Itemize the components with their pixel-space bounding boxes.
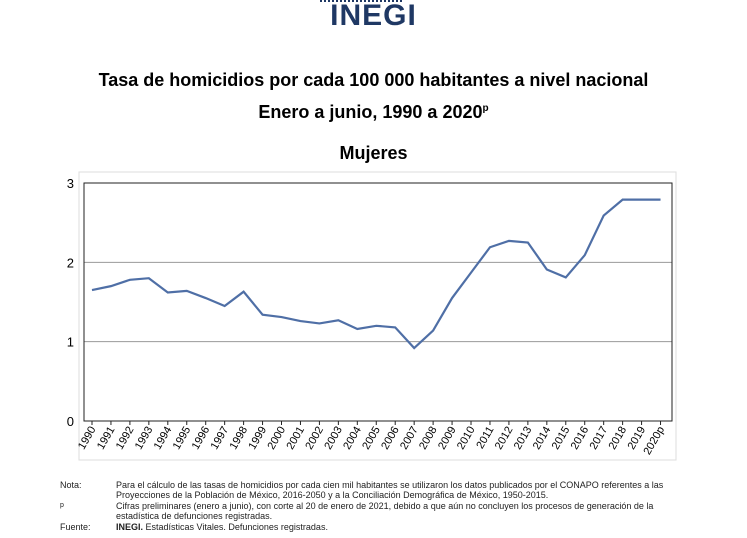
x-tick-label: 2002	[303, 425, 326, 452]
x-tick-label: 2006	[379, 425, 402, 452]
subtitle-superscript: p	[482, 103, 489, 114]
x-tick-label: 2018	[607, 425, 630, 452]
inegi-logo: INEGI	[330, 0, 417, 32]
y-tick-label: 2	[67, 255, 74, 270]
y-tick-label: 3	[67, 176, 74, 191]
x-tick-label: 1991	[95, 425, 118, 452]
x-tick-label: 2012	[493, 425, 516, 452]
series-title: Mujeres	[339, 143, 408, 163]
x-tick-label: 1995	[171, 425, 194, 452]
x-tick-label: 2001	[284, 425, 307, 452]
x-tick-label: 2009	[436, 425, 459, 452]
x-tick-label: 2005	[360, 425, 383, 452]
preliminary-label: p	[60, 502, 64, 509]
subtitle-text: Enero a junio, 1990 a 2020	[258, 102, 483, 122]
x-tick-label: 1998	[228, 425, 251, 452]
source-label: Fuente:	[60, 522, 91, 532]
chart-frame	[78, 171, 677, 461]
x-tick-label: 2004	[341, 425, 364, 452]
y-tick-label: 1	[67, 335, 74, 350]
chart-title: Tasa de homicidios por cada 100 000 habi…	[98, 70, 649, 90]
plot-area	[83, 182, 673, 422]
note-text: Para el cálculo de las tasas de homicidi…	[116, 480, 664, 500]
x-tick-label: 2000	[265, 425, 288, 452]
x-tick-label: 2003	[322, 425, 345, 452]
logo-decoration	[320, 0, 402, 5]
x-tick-label: 2015	[550, 425, 573, 452]
chart-subtitle: Enero a junio, 1990 a 2020p	[0, 102, 747, 123]
source-rest: Estadísticas Vitales. Defunciones regist…	[143, 522, 328, 532]
note-label: Nota:	[60, 480, 82, 490]
x-tick-label: 2014	[531, 425, 554, 452]
y-tick-label: 0	[67, 414, 74, 429]
x-tick-label: 1997	[209, 425, 232, 452]
x-tick-label: 1992	[114, 425, 137, 452]
x-tick-label: 2016	[569, 425, 592, 452]
x-tick-label: 1996	[190, 425, 213, 452]
x-tick-label: 2010	[455, 425, 478, 452]
x-tick-label: 2007	[398, 425, 421, 452]
x-tick-label: 1994	[152, 425, 175, 452]
preliminary-text: Cifras preliminares (enero a junio), con…	[116, 501, 654, 521]
x-tick-label: 1999	[247, 425, 270, 452]
x-tick-label: 2013	[512, 425, 535, 452]
x-tick-label: 2008	[417, 425, 440, 452]
source-inegi: INEGI.	[116, 522, 144, 532]
x-tick-label: 1993	[133, 425, 156, 452]
line-chart: 0123199019911992199319941995199619971998…	[67, 171, 677, 461]
x-tick-label: 2017	[588, 425, 611, 452]
source-text: INEGI. Estadísticas Vitales. Defunciones…	[116, 522, 676, 532]
